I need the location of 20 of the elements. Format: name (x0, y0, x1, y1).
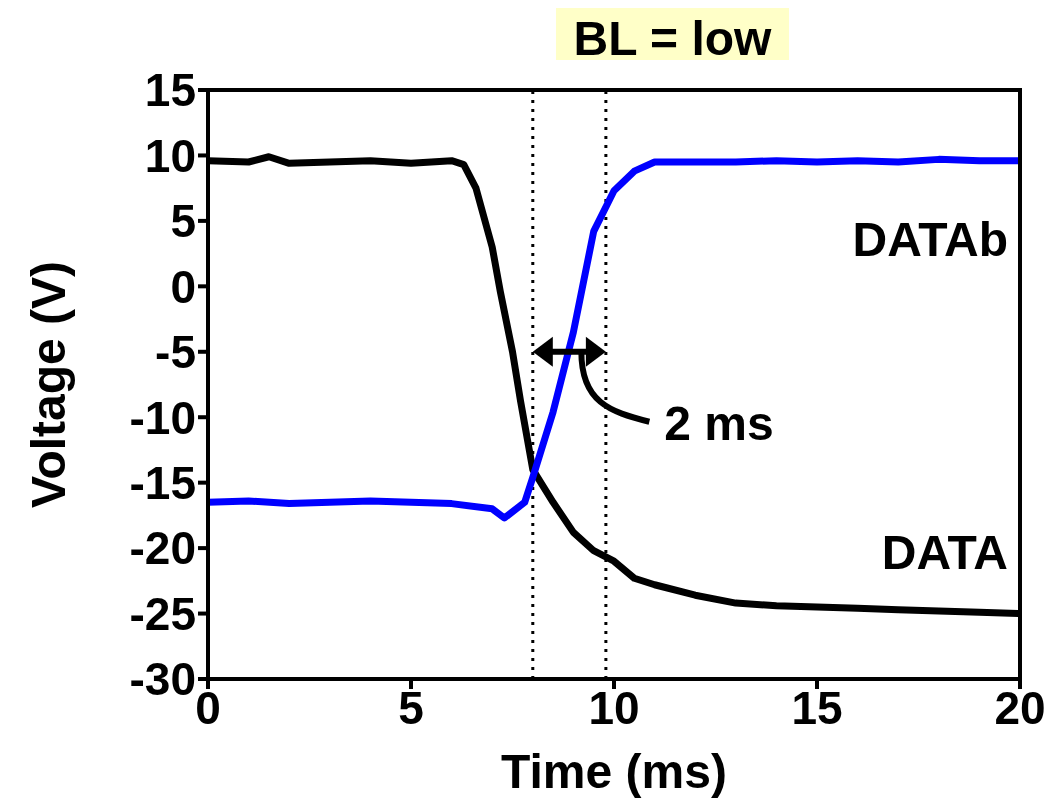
y-tick-label: -30 (129, 653, 196, 706)
y-tick-label: -15 (129, 457, 196, 509)
series-label: DATA (881, 525, 1008, 579)
y-axis-title: Voltage (V) (22, 260, 76, 509)
y-tick-label: 5 (170, 195, 196, 248)
y-tick-label: 10 (144, 129, 196, 182)
y-tick-label: -25 (129, 587, 196, 640)
x-tick-label: 5 (398, 681, 424, 734)
x-tick-label: 15 (791, 681, 843, 734)
y-tick-label: -20 (129, 522, 196, 575)
y-tick-label: -10 (129, 391, 196, 444)
y-tick-label: -5 (155, 326, 196, 379)
y-tick-label: 15 (144, 64, 196, 117)
y-tick-label: 0 (170, 260, 196, 313)
chart-title: BL = low (572, 11, 773, 65)
annotation: 2 ms (664, 396, 774, 450)
x-tick-label: 10 (588, 681, 640, 734)
series-label: DATAb (852, 212, 1008, 266)
x-tick-label: 20 (994, 681, 1046, 734)
x-axis-title: Time (ms) (501, 745, 727, 798)
